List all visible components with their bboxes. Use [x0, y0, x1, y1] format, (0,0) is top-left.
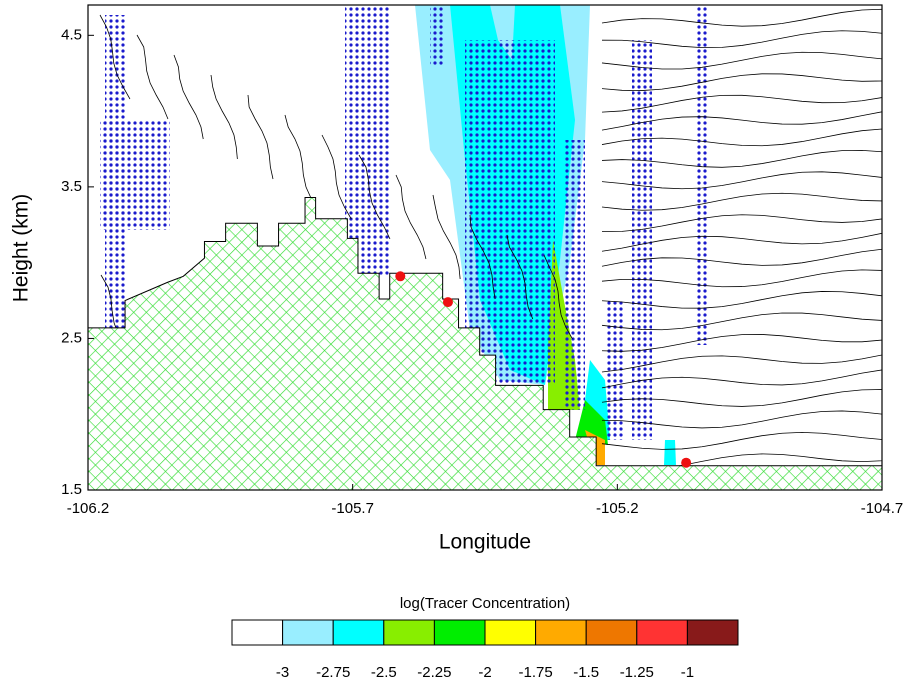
colorbar-swatch: [231, 619, 284, 646]
colorbar-swatch: [585, 619, 638, 646]
streamline: [601, 354, 882, 373]
streamline: [284, 114, 312, 200]
colorbar-label: -1.5: [573, 664, 599, 681]
colorbar-swatch: [636, 619, 688, 646]
streamline: [601, 150, 882, 168]
streamline: [247, 94, 274, 180]
streamline: [601, 248, 882, 267]
colorbar-swatch: [433, 619, 486, 646]
streamline: [358, 154, 391, 240]
streamline: [543, 254, 573, 340]
streamline: [506, 234, 534, 320]
streamline: [601, 410, 882, 429]
y-tick-label: 1.5: [61, 481, 82, 498]
tracer-shading: [575, 400, 608, 445]
colorbar-label: -3: [276, 664, 289, 681]
streamline: [173, 54, 204, 140]
colorbar-swatch: [332, 619, 385, 646]
plot-area: [88, 5, 882, 490]
streamline: [99, 14, 131, 100]
colorbar-label: -1.25: [620, 664, 654, 681]
streamline: [601, 269, 882, 288]
x-tick-label: -104.7: [861, 500, 904, 517]
y-tick-label: 2.5: [61, 329, 82, 346]
streamline: [469, 214, 496, 300]
streamline: [601, 232, 882, 252]
y-tick-label: 4.5: [61, 26, 82, 43]
y-tick-label: 3.5: [61, 178, 82, 195]
colorbar-swatch: [686, 619, 739, 646]
streamline: [432, 194, 461, 280]
colorbar-title: log(Tracer Concentration): [400, 595, 570, 612]
streamline: [601, 30, 882, 49]
streamline: [601, 8, 882, 27]
x-tick-label: -106.2: [67, 500, 110, 517]
streamline: [136, 34, 169, 120]
colorbar-label: -2: [478, 664, 491, 681]
x-tick-label: -105.2: [596, 500, 639, 517]
y-axis-label: Height (km): [10, 194, 33, 303]
site-marker: [442, 297, 453, 308]
colorbar-label: -1.75: [518, 664, 552, 681]
streamline: [601, 128, 882, 147]
colorbar-swatch: [484, 619, 537, 646]
colorbar-label: -2.25: [417, 664, 451, 681]
streamline: [601, 214, 882, 233]
site-marker: [681, 457, 692, 468]
colorbar-label: -1: [681, 664, 694, 681]
streamline: [601, 192, 882, 211]
colorbar-label: -2.5: [371, 664, 397, 681]
streamline: [601, 94, 882, 113]
streamline: [601, 111, 882, 131]
streamline: [395, 174, 427, 260]
streamline: [601, 312, 882, 331]
colorbar-swatch: [383, 619, 435, 646]
streamline: [321, 134, 352, 220]
streamline: [601, 51, 882, 70]
colorbar-swatch: [535, 619, 587, 646]
site-marker: [395, 271, 406, 282]
plot-frame: [87, 4, 883, 491]
streamline: [601, 171, 882, 190]
tracer-shading: [664, 440, 676, 465]
streamline: [601, 73, 882, 91]
terrain: [88, 196, 882, 490]
streamline: [601, 389, 882, 407]
streamline: [210, 74, 238, 160]
colorbar-swatch: [282, 619, 334, 646]
colorbar-label: -2.75: [316, 664, 350, 681]
streamline: [601, 334, 882, 352]
streamline: [601, 369, 882, 389]
dotted-region: [100, 5, 709, 440]
x-axis-label: Longitude: [439, 531, 531, 554]
streamline: [601, 291, 882, 309]
x-tick-label: -105.7: [331, 500, 374, 517]
streamline: [601, 432, 882, 450]
